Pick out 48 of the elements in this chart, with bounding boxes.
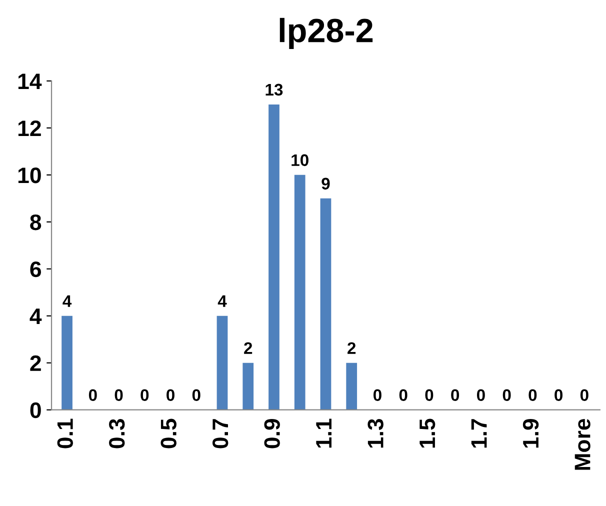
data-label: 2 [348, 342, 356, 354]
data-label: 13 [266, 84, 283, 96]
data-label: 0 [554, 389, 562, 402]
data-label: 2 [244, 342, 252, 354]
y-tick-label: 0 [30, 402, 41, 418]
x-tick-label: 0.1 [57, 418, 73, 448]
y-tick-label: 8 [30, 214, 42, 230]
data-label: 0 [192, 389, 200, 402]
x-tick-label: 1.9 [522, 419, 539, 448]
data-label: 0 [476, 389, 485, 402]
data-label: 0 [166, 389, 174, 402]
x-tick-label: 1.7 [471, 419, 487, 448]
x-tick-label: 1.3 [368, 418, 384, 448]
data-label: 4 [218, 295, 227, 307]
data-label: 0 [114, 389, 123, 402]
data-label: 9 [322, 178, 330, 190]
bar [216, 316, 228, 410]
data-label: 0 [580, 389, 588, 402]
bar [268, 104, 280, 410]
y-tick-label: 12 [18, 120, 41, 136]
chart-title: lp28-2 [280, 18, 373, 49]
data-label: 0 [399, 389, 408, 402]
x-tick-label: 0.5 [160, 418, 176, 448]
bar [62, 316, 72, 410]
x-tick-label: 0.9 [264, 419, 280, 448]
y-tick-label: 6 [30, 261, 41, 278]
x-tick-label: 0.7 [212, 419, 228, 448]
data-label: 0 [425, 389, 434, 402]
bar [242, 362, 254, 410]
y-tick-label: 14 [18, 74, 42, 90]
data-label: 4 [62, 295, 72, 307]
y-tick-label: 10 [18, 167, 41, 184]
y-tick-label: 2 [30, 355, 41, 371]
data-label: 0 [88, 389, 97, 402]
x-tick-label: 1.5 [420, 418, 436, 448]
x-tick-label: 1.1 [316, 418, 332, 448]
data-label: 0 [528, 389, 537, 402]
y-tick-label: 4 [30, 308, 42, 324]
data-label: 10 [292, 154, 308, 166]
bar [320, 198, 332, 410]
data-label: 0 [140, 389, 149, 402]
data-label: 0 [502, 389, 511, 402]
bar [346, 362, 358, 410]
x-tick-label: 0.3 [109, 418, 125, 448]
x-tick-label: More [574, 418, 590, 470]
data-label: 0 [373, 389, 382, 402]
data-label: 0 [451, 389, 460, 402]
bar [294, 174, 306, 410]
